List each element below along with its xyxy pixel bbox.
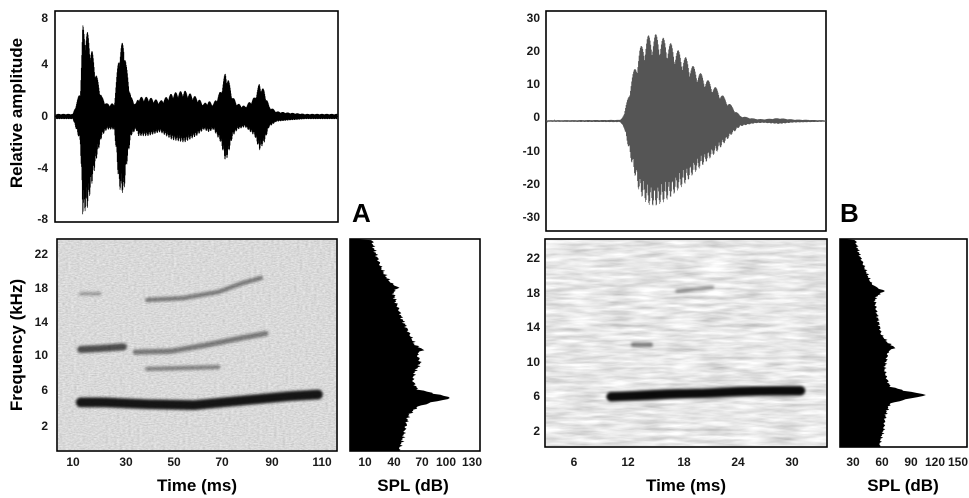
panel-b-spectrum-frame bbox=[839, 238, 968, 448]
panel-a-spectrum-xlabel: SPL (dB) bbox=[377, 476, 448, 495]
y-tick-label: -8 bbox=[37, 212, 48, 226]
x-tick-label: 120 bbox=[925, 455, 945, 469]
panel-b-spectrum-xlabel: SPL (dB) bbox=[867, 476, 938, 495]
y-tick-label: -10 bbox=[523, 144, 541, 158]
x-tick-label: 90 bbox=[904, 455, 918, 469]
y-tick-label: 20 bbox=[527, 44, 541, 58]
panel-b-spectrogram-bands bbox=[606, 285, 806, 402]
panel-b-waveform-yticks: 30 20 10 0 -10 -20 -30 bbox=[523, 11, 541, 224]
y-tick-label: -30 bbox=[523, 210, 541, 224]
panel-b-spectrum: 30 60 90 120 150 SPL (dB) bbox=[839, 238, 968, 495]
panel-b-waveform: 30 20 10 0 -10 -20 -30 bbox=[523, 10, 827, 232]
y-tick-label: 2 bbox=[41, 419, 48, 433]
panel-a-spectrogram: 22 18 14 10 6 2 10 30 50 70 90 110 Time (ms) Frequ… bbox=[7, 238, 338, 495]
spectrum-area bbox=[840, 239, 926, 447]
x-tick-label: 130 bbox=[462, 455, 482, 469]
panel-a-spectrogram-ylabel: Frequency (kHz) bbox=[7, 279, 26, 411]
x-tick-label: 100 bbox=[436, 455, 456, 469]
panel-a-waveform-trace bbox=[55, 25, 338, 215]
x-tick-label: 90 bbox=[265, 455, 279, 469]
y-tick-label: 0 bbox=[41, 109, 48, 123]
x-tick-label: 30 bbox=[119, 455, 133, 469]
y-tick-label: 22 bbox=[35, 247, 49, 261]
y-tick-label: 6 bbox=[533, 389, 540, 403]
x-tick-label: 12 bbox=[621, 455, 635, 469]
y-tick-label: -4 bbox=[37, 161, 48, 175]
y-tick-label: 2 bbox=[533, 424, 540, 438]
x-tick-label: 150 bbox=[948, 455, 968, 469]
panel-a-spectrum: 10 40 70 100 130 SPL (dB) bbox=[349, 238, 482, 495]
panel-a-spectrum-frame bbox=[349, 238, 481, 452]
panel-a-spectrogram-xlabel: Time (ms) bbox=[157, 476, 237, 495]
panel-b-spectrogram-xticks: 6 12 18 24 30 bbox=[571, 455, 799, 469]
x-tick-label: 70 bbox=[215, 455, 229, 469]
y-tick-label: 30 bbox=[527, 11, 541, 25]
y-tick-label: 6 bbox=[41, 383, 48, 397]
y-tick-label: 14 bbox=[527, 320, 541, 334]
panel-a-spectrogram-frame bbox=[56, 238, 338, 452]
panel-a-waveform-yticks: 8 4 0 -4 -8 bbox=[37, 11, 48, 226]
x-tick-label: 60 bbox=[875, 455, 889, 469]
x-tick-label: 18 bbox=[677, 455, 691, 469]
y-tick-label: 8 bbox=[41, 11, 48, 25]
y-tick-label: 0 bbox=[533, 110, 540, 124]
y-tick-label: 10 bbox=[527, 77, 541, 91]
y-tick-label: 22 bbox=[527, 251, 541, 265]
y-tick-label: 10 bbox=[35, 348, 49, 362]
x-tick-label: 110 bbox=[312, 455, 332, 469]
spectrogram-band bbox=[606, 385, 806, 402]
panel-a-waveform-ylabel: Relative amplitude bbox=[7, 38, 26, 188]
waveform-series bbox=[546, 34, 826, 206]
y-tick-label: -20 bbox=[523, 177, 541, 191]
spectrum-area bbox=[350, 239, 450, 451]
waveform-series bbox=[55, 25, 338, 215]
spectrogram-band bbox=[132, 330, 269, 355]
x-tick-label: 30 bbox=[846, 455, 860, 469]
x-tick-label: 10 bbox=[66, 455, 80, 469]
spectrogram-band bbox=[75, 389, 323, 410]
spectrogram-band bbox=[145, 364, 221, 372]
panel-b-waveform-trace bbox=[546, 34, 826, 206]
x-tick-label: 24 bbox=[731, 455, 745, 469]
y-tick-label: 10 bbox=[527, 355, 541, 369]
panel-a-label: A bbox=[352, 198, 371, 228]
y-tick-label: 14 bbox=[35, 315, 49, 329]
panel-b-label: B bbox=[840, 198, 859, 228]
panel-b-spectrum-xticks: 30 60 90 120 150 bbox=[846, 455, 968, 469]
panel-a-spectrum-area bbox=[350, 239, 450, 451]
panel-b-spectrogram-frame bbox=[544, 238, 828, 448]
spectrogram-band bbox=[145, 275, 264, 303]
x-tick-label: 6 bbox=[571, 455, 578, 469]
panel-a-spectrogram-yticks: 22 18 14 10 6 2 bbox=[35, 247, 49, 433]
panel-a-spectrogram-xticks: 10 30 50 70 90 110 bbox=[66, 455, 332, 469]
x-tick-label: 30 bbox=[785, 455, 799, 469]
x-tick-label: 50 bbox=[167, 455, 181, 469]
spectrogram-band bbox=[77, 343, 127, 353]
panel-a-spectrogram-bands bbox=[75, 275, 323, 410]
y-tick-label: 18 bbox=[35, 281, 49, 295]
x-tick-label: 40 bbox=[387, 455, 401, 469]
panel-b-spectrogram-xlabel: Time (ms) bbox=[646, 476, 726, 495]
panel-a-spectrum-xticks: 10 40 70 100 130 bbox=[358, 455, 482, 469]
panel-b-spectrum-area bbox=[840, 239, 926, 447]
panel-b-spectrogram: 22 18 14 10 6 2 6 12 18 24 30 Time (ms) bbox=[527, 238, 828, 495]
y-tick-label: 4 bbox=[41, 57, 48, 71]
x-tick-label: 10 bbox=[358, 455, 372, 469]
panel-a-waveform: 8 4 0 -4 -8 Relative amplitude bbox=[7, 10, 339, 226]
panel-b-spectrogram-background bbox=[546, 240, 826, 446]
panel-b-spectrogram-yticks: 22 18 14 10 6 2 bbox=[527, 251, 541, 438]
y-tick-label: 18 bbox=[527, 286, 541, 300]
x-tick-label: 70 bbox=[415, 455, 429, 469]
spectrogram-band bbox=[675, 285, 715, 293]
